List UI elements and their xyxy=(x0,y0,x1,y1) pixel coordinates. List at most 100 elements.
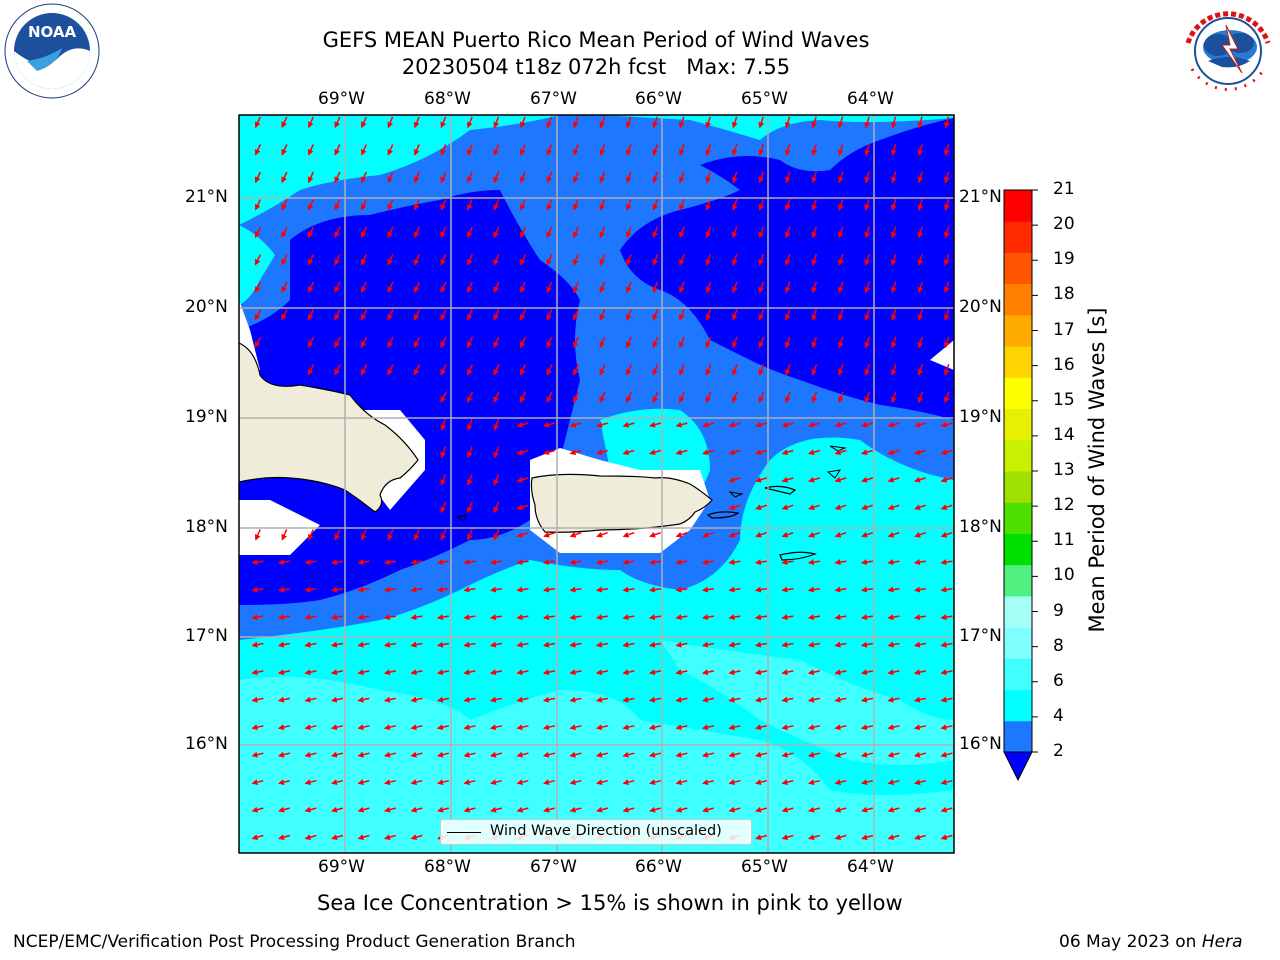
wind-wave-arrow xyxy=(675,641,688,648)
wind-wave-arrow xyxy=(304,641,317,648)
wind-wave-arrow xyxy=(864,254,871,266)
wind-wave-arrow xyxy=(384,806,396,813)
wind-wave-arrow xyxy=(914,834,927,841)
wind-wave-arrow xyxy=(622,669,635,676)
wind-wave-arrow xyxy=(702,531,714,538)
wind-wave-arrow xyxy=(489,751,503,758)
wind-wave-arrow xyxy=(837,364,844,376)
colorbar-tick-label: 21 xyxy=(1053,179,1075,199)
wind-wave-arrow xyxy=(807,724,821,731)
wind-wave-arrow xyxy=(413,171,420,184)
wind-wave-arrow xyxy=(678,199,685,211)
wind-wave-arrow xyxy=(808,806,820,813)
wind-wave-arrow xyxy=(887,614,900,621)
wind-wave-arrow xyxy=(251,751,264,758)
wind-wave-arrow xyxy=(652,254,659,266)
wind-wave-arrow xyxy=(281,309,288,321)
wind-wave-arrow xyxy=(622,449,635,456)
wind-wave-arrow xyxy=(887,504,900,511)
wind-wave-arrow xyxy=(864,391,871,404)
colorbar-tick-label: 13 xyxy=(1053,460,1075,480)
wind-wave-arrow xyxy=(251,559,264,566)
wind-wave-arrow xyxy=(383,669,397,676)
wind-wave-arrow xyxy=(334,529,341,541)
wind-wave-arrow xyxy=(596,531,608,538)
colorbar-segment xyxy=(1004,252,1032,285)
wind-wave-arrow xyxy=(307,226,315,238)
wind-wave-arrow xyxy=(781,449,794,456)
wind-wave-arrow xyxy=(410,724,423,731)
wind-wave-arrow xyxy=(254,254,262,266)
wind-wave-arrow xyxy=(307,171,314,184)
wind-wave-arrow xyxy=(705,254,712,266)
wind-wave-arrow xyxy=(357,696,370,703)
wind-wave-arrow xyxy=(781,779,794,786)
wind-wave-arrow xyxy=(943,254,950,266)
wind-wave-arrow xyxy=(304,696,317,703)
wind-wave-arrow xyxy=(440,446,447,459)
wind-wave-arrow xyxy=(811,116,818,129)
wind-wave-arrow xyxy=(728,586,741,593)
wind-wave-arrow xyxy=(890,226,897,239)
lon-label-top: 69°W xyxy=(318,89,365,109)
wind-wave-arrow xyxy=(278,834,291,841)
wind-wave-arrow xyxy=(678,309,685,321)
colorbar-tick-label: 15 xyxy=(1053,389,1075,410)
wind-wave-arrow xyxy=(437,806,449,813)
wind-wave-arrow xyxy=(493,446,500,459)
colorbar-segment xyxy=(1004,502,1032,534)
wind-wave-arrow xyxy=(678,391,685,404)
colorbar-segment xyxy=(1004,377,1032,410)
wind-wave-arrow xyxy=(599,171,606,184)
wind-wave-arrow xyxy=(357,751,370,758)
wind-wave-arrow xyxy=(254,116,261,129)
wind-wave-arrow xyxy=(281,254,288,266)
wind-wave-arrow xyxy=(493,309,500,321)
wind-wave-arrow xyxy=(599,364,606,376)
wind-wave-arrow xyxy=(705,336,712,349)
wind-wave-arrow xyxy=(701,696,715,703)
wind-wave-arrow xyxy=(728,669,741,676)
wind-wave-arrow xyxy=(834,751,847,758)
wind-wave-arrow xyxy=(808,449,821,456)
lon-label-bottom: 67°W xyxy=(530,857,577,877)
wind-wave-arrow xyxy=(913,559,927,566)
wind-wave-arrow xyxy=(413,116,420,129)
lon-label-top: 64°W xyxy=(847,89,894,109)
wind-wave-arrow xyxy=(652,144,659,156)
wind-wave-arrow xyxy=(493,116,500,129)
wind-wave-arrow xyxy=(334,144,341,156)
wind-wave-arrow xyxy=(678,171,685,184)
wind-wave-arrow xyxy=(864,171,871,184)
wind-wave-arrow xyxy=(678,116,685,129)
wind-wave-arrow xyxy=(281,529,288,541)
wind-wave-arrow xyxy=(383,724,397,731)
colorbar-segment xyxy=(1004,190,1032,222)
wind-wave-arrow xyxy=(572,226,579,239)
wind-wave-arrow xyxy=(913,724,927,731)
wind-wave-arrow xyxy=(357,834,370,841)
wind-wave-arrow xyxy=(304,806,317,813)
wind-wave-arrow xyxy=(864,143,871,156)
colorbar-tick-label: 8 xyxy=(1053,635,1064,656)
wind-wave-arrow xyxy=(493,226,500,239)
wind-wave-arrow xyxy=(569,586,582,593)
wind-wave-arrow xyxy=(463,586,476,593)
wind-wave-arrow xyxy=(254,309,262,321)
wind-wave-arrow xyxy=(701,586,715,593)
wind-wave-arrow xyxy=(304,614,317,621)
wind-wave-arrow xyxy=(861,806,873,813)
wind-wave-arrow xyxy=(890,116,897,129)
wind-wave-arrow xyxy=(569,724,582,731)
wind-wave-arrow xyxy=(304,724,317,731)
wind-wave-arrow xyxy=(917,254,924,266)
colorbar-tick-label: 4 xyxy=(1053,705,1064,726)
wind-wave-arrow xyxy=(466,309,473,321)
wind-wave-arrow xyxy=(758,144,765,156)
wind-wave-arrow xyxy=(728,696,741,703)
wind-wave-arrow xyxy=(410,834,423,841)
wind-wave-arrow xyxy=(307,116,314,129)
wind-wave-arrow xyxy=(281,116,288,129)
wind-wave-arrow xyxy=(519,336,526,349)
wind-wave-arrow xyxy=(334,226,341,239)
